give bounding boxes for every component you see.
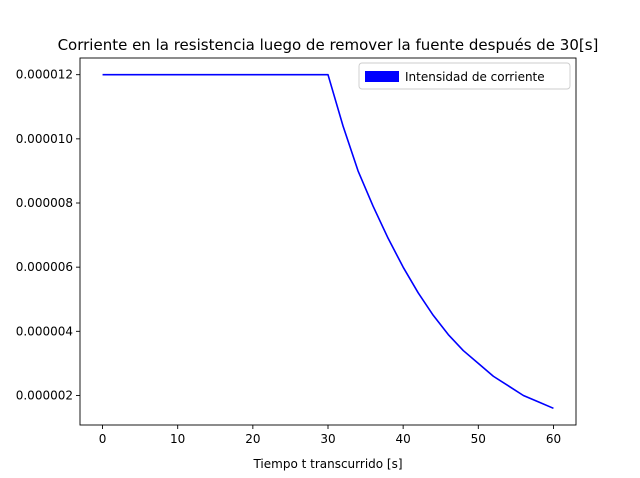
y-tick-label: 0.000010: [16, 132, 73, 146]
y-tick-label: 0.000002: [16, 388, 73, 402]
y-tick-label: 0.000004: [16, 324, 73, 338]
plot-area-frame: [79, 57, 577, 426]
y-tick-label: 0.000006: [16, 260, 73, 274]
x-tick-label: 40: [396, 432, 411, 446]
legend-box: [358, 62, 571, 90]
x-tick-label: 20: [245, 432, 260, 446]
y-tick-label: 0.000008: [16, 196, 73, 210]
x-tick-label: 30: [320, 432, 335, 446]
chart-title: Corriente en la resistencia luego de rem…: [58, 36, 599, 54]
x-axis-label: Tiempo t transcurrido [s]: [252, 457, 402, 471]
x-tick-label: 50: [471, 432, 486, 446]
series-layer: [102, 73, 554, 410]
x-axis-ticks: 0 10 20 30 40 50 60: [99, 425, 561, 446]
series-line-0: [102, 73, 554, 410]
y-tick-label: 0.000012: [16, 68, 73, 82]
x-tick-label: 60: [546, 432, 561, 446]
y-axis-ticks: 0.000002 0.000004 0.000006 0.000008 0.000010…: [16, 68, 80, 402]
x-tick-label: 0: [99, 432, 107, 446]
legend: Intensidad de corriente: [358, 62, 571, 90]
x-tick-label: 10: [170, 432, 185, 446]
legend-label: Intensidad de corriente: [405, 70, 545, 84]
legend-swatch: [365, 71, 399, 82]
